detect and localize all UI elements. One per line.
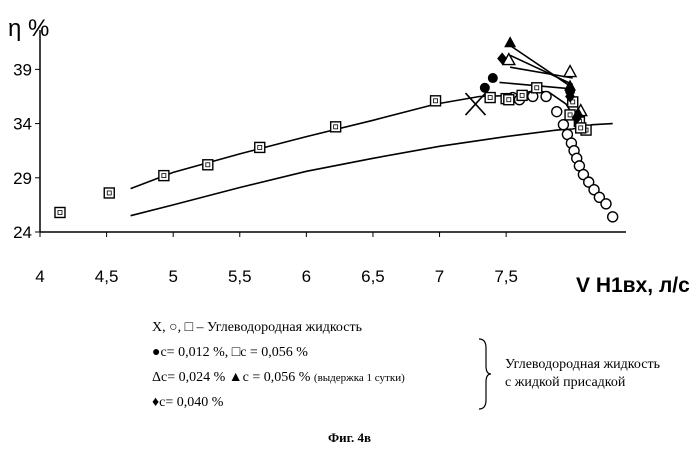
square-marker bbox=[255, 142, 265, 152]
x-tick-label: 5,5 bbox=[228, 267, 252, 286]
square-marker bbox=[55, 207, 65, 217]
x-tick-label: 6 bbox=[302, 267, 311, 286]
square-marker bbox=[203, 160, 213, 170]
axes bbox=[35, 30, 626, 237]
legend-filled-triangle-056: ▲c = 0,056 % bbox=[229, 370, 311, 385]
square-marker bbox=[576, 123, 586, 133]
x-tick-label: 7 bbox=[435, 267, 444, 286]
legend-square-056: □c = 0,056 % bbox=[232, 345, 308, 360]
group-label-1: Углеводородная жидкость bbox=[505, 357, 660, 373]
axis-titles: η % V H1вх, л/с bbox=[8, 15, 690, 297]
square-marker bbox=[159, 171, 169, 181]
trend-line bbox=[510, 55, 573, 84]
x-tick-label: 5 bbox=[168, 267, 177, 286]
circle-marker bbox=[558, 120, 568, 130]
y-axis-title: η % bbox=[8, 15, 49, 42]
square-marker bbox=[104, 188, 114, 198]
trend-line bbox=[131, 91, 580, 189]
square-marker bbox=[485, 93, 495, 103]
x-tick-label: 4 bbox=[35, 267, 44, 286]
trend-lines bbox=[131, 46, 613, 216]
trend-line bbox=[510, 46, 573, 88]
legend-filled-circle-012: ●c= 0,012 %, bbox=[152, 345, 228, 360]
data-markers bbox=[55, 36, 618, 222]
figure-caption: Фиг. 4в bbox=[0, 430, 699, 446]
circle-marker bbox=[552, 107, 562, 117]
square-marker bbox=[504, 95, 514, 105]
square-marker bbox=[431, 96, 441, 106]
cross-marker bbox=[466, 93, 486, 115]
triangle-marker bbox=[564, 66, 576, 77]
filled-circle-marker bbox=[488, 73, 498, 83]
group-label-2: с жидкой присадкой bbox=[505, 375, 625, 391]
y-tick-label: 39 bbox=[13, 60, 32, 79]
filled-triangle-marker bbox=[504, 36, 516, 47]
circle-marker bbox=[608, 212, 618, 222]
brace-icon bbox=[478, 338, 492, 410]
legend-line-3: Δc= 0,024 % ▲c = 0,056 % (выдержка 1 сут… bbox=[152, 370, 405, 386]
legend-line-4: ♦c= 0,040 % bbox=[152, 395, 223, 411]
square-marker bbox=[331, 122, 341, 132]
legend-line-2: ●c= 0,012 %, □c = 0,056 % bbox=[152, 345, 308, 361]
legend-line-1: X, ○, □ – Углеводородная жидкость bbox=[152, 320, 362, 336]
circle-marker bbox=[601, 199, 611, 209]
trend-line bbox=[510, 67, 573, 78]
x-tick-label: 4,5 bbox=[95, 267, 119, 286]
y-tick-label: 24 bbox=[13, 223, 32, 242]
x-tick-label: 6,5 bbox=[361, 267, 385, 286]
square-marker bbox=[532, 83, 542, 93]
legend-triangle-024: Δc= 0,024 % bbox=[152, 370, 225, 385]
y-tick-label: 34 bbox=[13, 115, 32, 134]
x-tick-label: 7,5 bbox=[494, 267, 518, 286]
x-axis-title: V H1вх, л/с bbox=[576, 274, 690, 297]
y-tick-label: 29 bbox=[13, 169, 32, 188]
circle-marker bbox=[541, 91, 551, 101]
square-marker bbox=[517, 90, 527, 100]
tick-labels: 4 4,5 5 5,5 6 6,5 7 7,5 24 29 34 39 bbox=[13, 60, 518, 286]
filled-circle-marker bbox=[480, 83, 490, 93]
chart: 4 4,5 5 5,5 6 6,5 7 7,5 24 29 34 39 η % V H1вх, л/с bbox=[0, 0, 699, 330]
legend-note: (выдержка 1 сутки) bbox=[314, 372, 405, 384]
